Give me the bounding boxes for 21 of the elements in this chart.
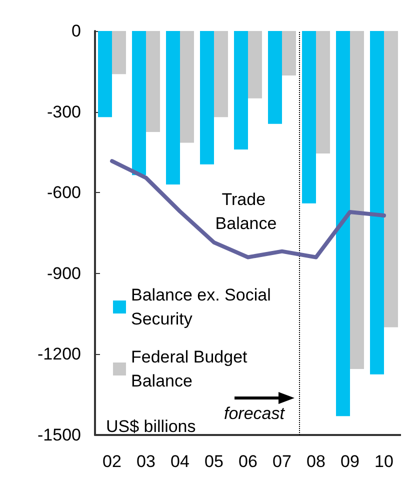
y-tick-label: 0	[72, 22, 81, 40]
x-tick-label: 07	[272, 452, 292, 471]
annotation: US$ billions	[106, 417, 196, 436]
x-tick-label: 05	[204, 452, 224, 471]
legend-label: Balance ex. Social Security	[131, 286, 276, 328]
x-tick-label: 03	[136, 452, 156, 471]
series-label: Trade Balance	[215, 190, 277, 233]
x-tick-label: 02	[102, 452, 122, 471]
y-tick-label: -900	[46, 264, 81, 283]
y-tick-label: -600	[46, 183, 81, 202]
x-tick-label: 09	[340, 452, 360, 471]
y-tick-label: -1500	[38, 426, 81, 444]
y-tick-label: -1200	[38, 344, 81, 364]
x-tick-label: 04	[170, 452, 190, 471]
annotation: forecast	[224, 404, 286, 423]
x-tick-label: 10	[374, 452, 394, 471]
x-tick-label: 06	[238, 452, 258, 471]
x-tick-label: 08	[306, 452, 326, 471]
line-series	[110, 159, 386, 260]
y-tick-label: -300	[46, 102, 81, 122]
legend-label: Federal Budget Balance	[131, 348, 252, 390]
